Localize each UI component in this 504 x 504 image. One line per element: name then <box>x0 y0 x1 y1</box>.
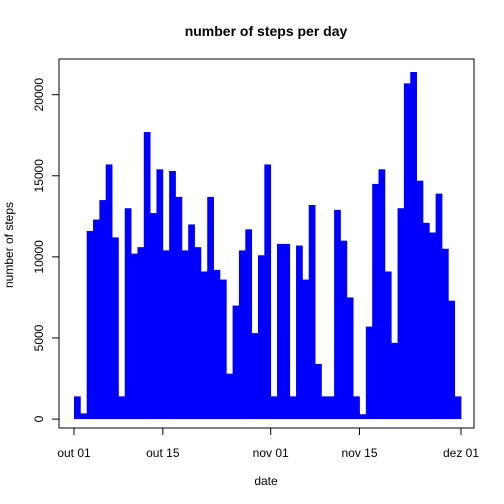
bar-2012-11-09 <box>321 396 329 420</box>
x-tick-label: dez 01 <box>443 446 479 460</box>
bar-2012-11-19 <box>384 271 392 420</box>
y-axis-label: number of steps <box>2 202 16 288</box>
bar-2012-10-12 <box>143 131 151 420</box>
y-axis: 0 5000 10000 15000 20000 <box>32 78 60 422</box>
x-axis-label: date <box>254 474 278 488</box>
bar-2012-10-19 <box>188 224 195 420</box>
bar-2012-10-11 <box>137 247 145 420</box>
y-tick-label: 0 <box>32 415 46 422</box>
bar-2012-10-15 <box>162 250 170 420</box>
bar-2012-11-29 <box>448 300 456 420</box>
x-tick-label: nov 15 <box>341 446 377 460</box>
bar-2012-11-14 <box>353 396 360 420</box>
bar-2012-11-06 <box>302 279 310 420</box>
bar-2012-11-08 <box>315 363 322 420</box>
bar-2012-10-05 <box>99 200 107 420</box>
bar-2012-10-17 <box>175 196 183 420</box>
bar-2012-10-21 <box>200 271 208 420</box>
bar-2012-10-26 <box>232 305 240 420</box>
bar-2012-10-02 <box>80 413 88 420</box>
bar-2012-11-11 <box>334 209 341 420</box>
bar-2012-11-16 <box>365 326 373 420</box>
bar-2012-11-18 <box>378 169 386 420</box>
bar-2012-11-22 <box>403 83 411 420</box>
bar-2012-10-25 <box>226 373 233 420</box>
bar-2012-11-13 <box>346 297 354 420</box>
bar-2012-10-08 <box>118 396 126 420</box>
bar-2012-11-12 <box>340 240 348 420</box>
bar-2012-10-14 <box>156 169 164 420</box>
bar-2012-10-27 <box>238 250 246 420</box>
x-tick-label: out 15 <box>146 446 180 460</box>
chart-title: number of steps per day <box>185 23 348 39</box>
bar-2012-11-21 <box>397 208 405 420</box>
bar-2012-10-22 <box>207 196 214 420</box>
bar-2012-10-13 <box>150 213 157 420</box>
bar-2012-10-03 <box>86 230 94 420</box>
bar-2012-10-29 <box>251 333 259 420</box>
y-tick-label: 20000 <box>32 78 46 112</box>
bar-2012-10-04 <box>93 219 100 420</box>
bar-2012-10-28 <box>245 229 253 420</box>
bar-2012-10-01 <box>74 396 81 420</box>
bar-2012-11-23 <box>410 71 417 420</box>
bar-2012-10-10 <box>131 253 138 420</box>
bar-2012-11-17 <box>372 183 379 420</box>
bar-2012-11-02 <box>277 243 284 420</box>
bar-2012-11-26 <box>429 232 437 420</box>
bar-2012-11-28 <box>441 248 449 420</box>
y-tick-label: 15000 <box>32 159 46 193</box>
bar-2012-10-20 <box>194 247 202 420</box>
bar-2012-11-01 <box>270 396 278 420</box>
bar-2012-10-24 <box>219 279 227 420</box>
bar-2012-11-20 <box>391 342 398 420</box>
x-tick-label: nov 01 <box>253 446 289 460</box>
bar-2012-11-15 <box>359 414 367 420</box>
bar-2012-11-04 <box>289 396 297 420</box>
bars-group <box>74 71 462 420</box>
x-tick-label: out 01 <box>57 446 91 460</box>
y-tick-label: 10000 <box>32 240 46 274</box>
bar-2012-10-23 <box>213 269 221 420</box>
bar-2012-11-03 <box>283 243 291 420</box>
bar-2012-11-25 <box>422 222 430 420</box>
bar-2012-11-27 <box>435 193 443 420</box>
bar-2012-10-30 <box>257 255 265 420</box>
bar-2012-10-07 <box>112 237 119 420</box>
bar-2012-11-24 <box>416 180 424 420</box>
x-axis: out 01 out 15 nov 01 nov 15 dez 01 <box>57 427 479 460</box>
bar-2012-10-06 <box>105 164 113 420</box>
bar-2012-11-30 <box>454 396 462 420</box>
bar-2012-11-05 <box>296 245 303 420</box>
bar-2012-11-07 <box>308 204 316 420</box>
bar-2012-10-31 <box>264 164 272 420</box>
bar-2012-10-16 <box>169 170 176 420</box>
y-tick-label: 5000 <box>32 324 46 351</box>
bar-2012-10-09 <box>124 208 132 420</box>
bar-2012-10-18 <box>181 250 189 420</box>
bar-2012-11-10 <box>327 396 335 420</box>
